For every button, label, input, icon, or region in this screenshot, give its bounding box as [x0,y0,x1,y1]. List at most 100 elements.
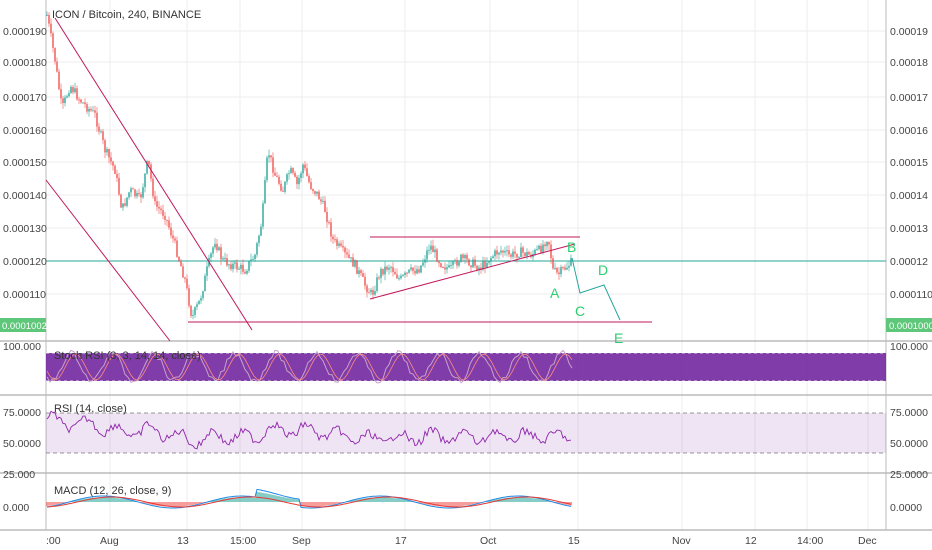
drawing-layer[interactable] [45,17,652,342]
candle-body [200,298,202,301]
macd-histogram-bar [314,502,316,507]
candle-body [364,276,366,286]
candle-body [300,173,302,178]
candle-body [410,267,412,270]
right-price-axis[interactable]: 0.00019 0.00018 0.00017 0.00016 0.00015 … [886,26,932,332]
candle-body [56,61,58,72]
time-axis[interactable]: :00 Aug 13 15:00 Sep 17 Oct 15 Nov 12 14… [46,535,877,547]
macd-histogram-bar [392,497,394,502]
candle-body [302,164,304,174]
candle-body [246,270,248,274]
macd-histogram-bar [510,497,512,502]
macd-histogram-bar [504,498,506,502]
wave-projection-path[interactable] [571,257,621,321]
macd-histogram-bar [478,502,480,504]
macd-histogram-bar [272,494,274,502]
descending-channel-upper-line[interactable] [54,17,253,331]
macd-histogram-bar [476,502,478,504]
candle-body [436,249,438,262]
macd-histogram-bar [72,501,74,502]
candle-body [178,256,180,261]
candle-body [556,268,558,273]
candle-body [344,247,346,253]
candle-body [80,99,82,103]
macd-left-tick: 0.000 [3,502,29,514]
candle-body [312,189,314,192]
candle-body [374,291,376,295]
candle-body [126,197,128,206]
macd-histogram-bar [160,502,162,507]
time-tick: Aug [100,535,119,547]
macd-histogram-bar [170,502,172,507]
chart-title: ICON / Bitcoin, 240, BINANCE [52,9,201,21]
macd-histogram-bar [212,500,214,502]
candle-body [482,260,484,270]
candle-body [174,238,176,241]
candle-body [266,157,268,181]
left-price-axis[interactable]: 0.000190 0.000180 0.000170 0.000160 0.00… [0,26,47,332]
macd-histogram-bar [296,499,298,502]
candle-body [468,259,470,266]
candle-body [406,272,408,274]
macd-histogram-bar [316,502,318,507]
candle-body [104,140,106,153]
candle-body [478,267,480,271]
candle-body [452,261,454,266]
macd-histogram-bar [442,502,444,507]
macd-histogram-bar [120,498,122,502]
descending-channel-lower-line[interactable] [45,179,171,342]
candle-body [238,268,240,270]
macd-histogram-bar [126,499,128,502]
candle-body [234,262,236,264]
rsi-left-tick: 50.0000 [3,438,41,450]
candle-body [510,254,512,257]
candle-body [292,168,294,173]
macd-histogram-bar [544,500,546,502]
macd-histogram-bar [278,496,280,502]
vertical-gridlines [109,0,869,530]
macd-histogram-bar [420,502,422,504]
macd-histogram-bar [450,502,452,507]
candle-body [408,269,410,273]
macd-histogram-bar [452,502,454,507]
candle-body [310,182,312,190]
macd-histogram-bar [226,498,228,502]
triangle-lower-line[interactable] [369,243,576,300]
macd-histogram-bar [300,502,302,507]
candle-body [128,192,130,198]
macd-histogram-bar [268,494,270,502]
macd-histogram-bar [508,497,510,502]
macd-line [46,488,572,509]
macd-histogram-bar [54,502,56,505]
macd-histogram-bar [492,500,494,502]
macd-histogram-bar [444,502,446,507]
macd-histogram-bar [198,502,200,504]
candle-body [242,264,244,272]
macd-histogram-bar [318,502,320,507]
macd-histogram-bar [186,502,188,506]
macd-histogram-bar [546,500,548,502]
horizontal-gridlines [46,30,886,295]
current-price-badge-right [886,318,932,332]
candle-body [118,177,120,195]
candle-body [150,164,152,179]
left-price-tick: 0.000120 [3,256,47,268]
candle-body [418,269,420,273]
macd-histogram-bar [406,500,408,502]
candle-body [566,267,568,270]
macd-histogram-bar [400,499,402,502]
candle-body [250,259,252,262]
candle-body [526,251,528,257]
candle-body [434,249,436,253]
candle-body [274,172,276,176]
macd-histogram-bar [538,499,540,502]
candle-body [254,254,256,260]
candle-body [136,193,138,197]
candle-body [348,254,350,258]
candle-body [156,201,158,207]
candle-body [240,264,242,269]
candle-body [210,253,212,258]
macd-histogram-bar [124,499,126,502]
candle-body [202,291,204,299]
